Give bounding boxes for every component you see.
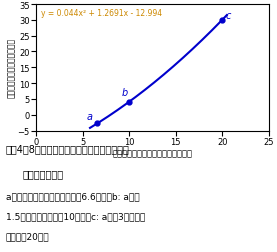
X-axis label: 漁獲による死亡率（％）（漁獲圧）: 漁獲による死亡率（％）（漁獲圧）: [112, 149, 192, 158]
Text: 死亡率（20％）: 死亡率（20％）: [6, 232, 49, 241]
Text: 1.5倍の漁獲死亡率（10％），c: aの約3倍の漁獲: 1.5倍の漁獲死亡率（10％），c: aの約3倍の漁獲: [6, 212, 145, 221]
Text: a: a: [86, 111, 92, 121]
Text: 推定漁獲増加率: 推定漁獲増加率: [22, 169, 63, 179]
Text: 围　4　8月に禁漁した場合の漁獲圧に対する: 围 4 8月に禁漁した場合の漁獲圧に対する: [6, 144, 129, 154]
Y-axis label: 禁漁による漁獲増加率（％）: 禁漁による漁獲増加率（％）: [7, 38, 16, 98]
Text: y = 0.044x² + 1.2691x - 12.994: y = 0.044x² + 1.2691x - 12.994: [41, 9, 162, 18]
Text: c: c: [226, 11, 231, 21]
Text: a現時における最適漁獲死亡（6.6％），b: aの約: a現時における最適漁獲死亡（6.6％），b: aの約: [6, 192, 139, 201]
Text: b: b: [122, 87, 128, 98]
